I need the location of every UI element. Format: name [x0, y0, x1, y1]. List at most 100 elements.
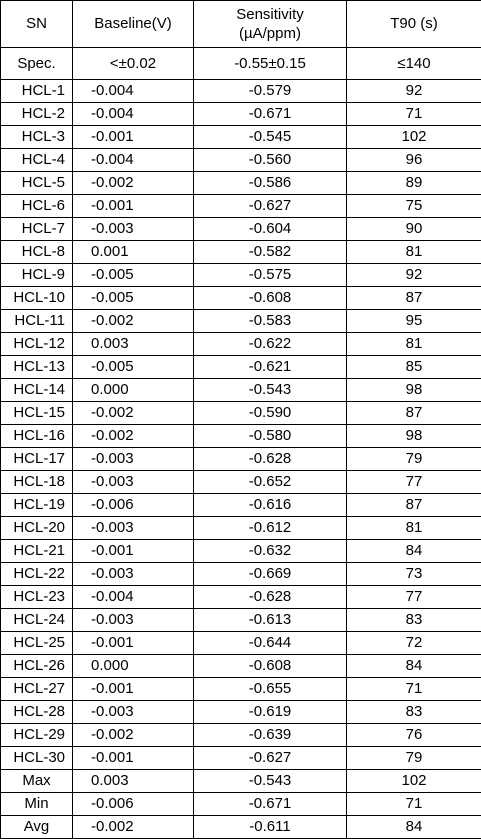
sn-cell: HCL-5 [1, 172, 73, 195]
baseline-cell: -0.003 [73, 471, 194, 494]
sensitivity-cell: -0.627 [194, 747, 347, 770]
sensitivity-cell: -0.622 [194, 333, 347, 356]
baseline-cell: -0.006 [73, 793, 194, 816]
baseline-cell: -0.001 [73, 747, 194, 770]
spec-row: Spec. <±0.02 -0.55±0.15 ≤140 [1, 48, 481, 80]
sensitivity-cell: -0.628 [194, 586, 347, 609]
sensitivity-cell: -0.575 [194, 264, 347, 287]
sn-cell: HCL-27 [1, 678, 73, 701]
header-sensitivity: Sensitivity (µA/ppm) [194, 1, 347, 48]
baseline-cell: -0.003 [73, 448, 194, 471]
t90-cell: 89 [347, 172, 481, 195]
sn-cell: HCL-13 [1, 356, 73, 379]
header-sensitivity-line1: Sensitivity [236, 6, 304, 23]
t90-cell: 84 [347, 540, 481, 563]
header-baseline: Baseline(V) [73, 1, 194, 48]
header-sn: SN [1, 1, 73, 48]
baseline-cell: 0.000 [73, 379, 194, 402]
sensitivity-cell: -0.671 [194, 103, 347, 126]
sensitivity-cell: -0.611 [194, 816, 347, 839]
sn-cell: HCL-8 [1, 241, 73, 264]
baseline-cell: -0.001 [73, 678, 194, 701]
sensitivity-cell: -0.560 [194, 149, 347, 172]
t90-cell: 72 [347, 632, 481, 655]
baseline-cell: -0.002 [73, 724, 194, 747]
sn-cell: HCL-6 [1, 195, 73, 218]
baseline-cell: -0.003 [73, 701, 194, 724]
sensitivity-cell: -0.652 [194, 471, 347, 494]
t90-cell: 92 [347, 80, 481, 103]
sn-cell: HCL-4 [1, 149, 73, 172]
baseline-cell: -0.002 [73, 310, 194, 333]
sn-cell: HCL-15 [1, 402, 73, 425]
t90-cell: 75 [347, 195, 481, 218]
baseline-cell: -0.003 [73, 517, 194, 540]
baseline-cell: -0.003 [73, 218, 194, 241]
sn-cell: HCL-17 [1, 448, 73, 471]
sensitivity-cell: -0.616 [194, 494, 347, 517]
baseline-cell: -0.001 [73, 195, 194, 218]
baseline-cell: -0.002 [73, 172, 194, 195]
sn-cell: HCL-1 [1, 80, 73, 103]
header-sensitivity-line2: (µA/ppm) [239, 25, 301, 42]
baseline-cell: 0.003 [73, 333, 194, 356]
sensitivity-cell: -0.613 [194, 609, 347, 632]
t90-cell: 73 [347, 563, 481, 586]
header-row: SN Baseline(V) Sensitivity (µA/ppm) T90 (… [1, 1, 481, 48]
baseline-cell: 0.003 [73, 770, 194, 793]
baseline-cell: -0.004 [73, 586, 194, 609]
header-t90: T90 (s) [347, 1, 481, 48]
sn-cell: HCL-30 [1, 747, 73, 770]
sn-cell: HCL-25 [1, 632, 73, 655]
t90-cell: 83 [347, 701, 481, 724]
spec-t90: ≤140 [347, 48, 481, 80]
sensitivity-cell: -0.579 [194, 80, 347, 103]
baseline-cell: -0.003 [73, 563, 194, 586]
t90-cell: 87 [347, 402, 481, 425]
baseline-cell: -0.005 [73, 264, 194, 287]
sn-cell: HCL-24 [1, 609, 73, 632]
t90-cell: 83 [347, 609, 481, 632]
sensitivity-cell: -0.627 [194, 195, 347, 218]
sn-cell: HCL-19 [1, 494, 73, 517]
sensitivity-cell: -0.543 [194, 379, 347, 402]
t90-cell: 81 [347, 241, 481, 264]
sn-cell: HCL-23 [1, 586, 73, 609]
t90-cell: 102 [347, 126, 481, 149]
sn-cell: HCL-29 [1, 724, 73, 747]
t90-cell: 96 [347, 149, 481, 172]
sn-cell: HCL-11 [1, 310, 73, 333]
sensitivity-cell: -0.590 [194, 402, 347, 425]
t90-cell: 92 [347, 264, 481, 287]
baseline-cell: -0.001 [73, 540, 194, 563]
t90-cell: 77 [347, 471, 481, 494]
sn-cell: Avg [1, 816, 73, 839]
t90-cell: 98 [347, 379, 481, 402]
sn-cell: HCL-16 [1, 425, 73, 448]
sensitivity-cell: -0.612 [194, 517, 347, 540]
baseline-cell: -0.004 [73, 149, 194, 172]
